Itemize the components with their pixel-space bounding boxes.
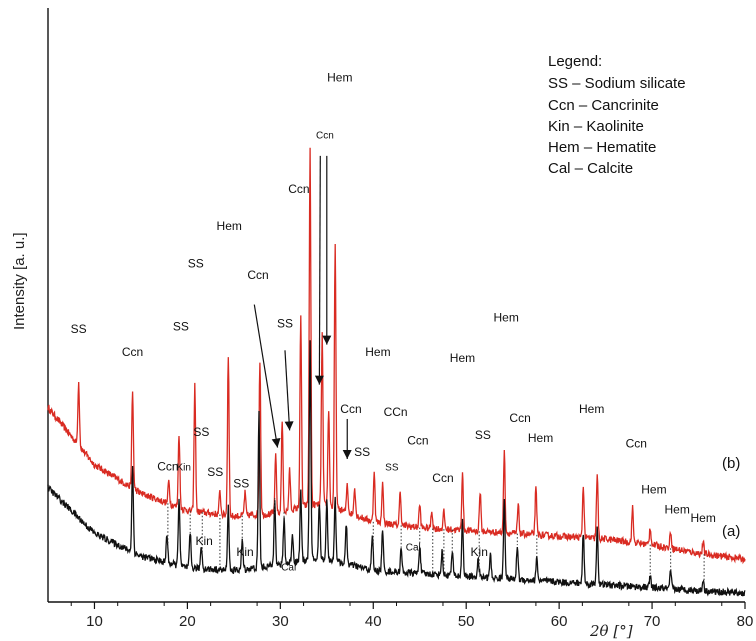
peak-label: Hem	[641, 482, 666, 496]
peak-label: Ccn	[157, 459, 178, 473]
peak-arrow-head	[314, 375, 324, 385]
plot-area: 10 20 30 40 50 60 70 80	[47, 8, 754, 630]
peak-label: SS	[385, 462, 399, 473]
series-a-line	[47, 340, 746, 597]
x-tick-label-60: 60	[551, 613, 568, 630]
peak-label: Hem	[327, 70, 352, 84]
peak-arrow-head	[271, 438, 281, 448]
peak-label: Hem	[450, 351, 475, 365]
curve-label-a: (a)	[722, 523, 740, 540]
x-tick-label-80: 80	[737, 613, 754, 630]
peak-arrow-line	[318, 155, 321, 385]
series-b-line	[47, 147, 746, 565]
peak-label: SS	[193, 425, 209, 439]
x-tick-label-70: 70	[644, 613, 661, 630]
peak-label: Hem	[365, 345, 390, 359]
peak-label: Ccn	[122, 345, 143, 359]
x-tick-label-30: 30	[272, 613, 289, 630]
peak-arrow-head	[322, 335, 332, 345]
peak-label: Hem	[493, 311, 518, 325]
peak-label: Hem	[664, 502, 689, 516]
peak-label: Ccn	[247, 268, 268, 282]
peak-label: Ccn	[340, 402, 361, 416]
peak-label: Ccn	[626, 437, 647, 451]
legend-entry-ccn: Ccn – Cancrinite	[548, 97, 659, 114]
y-axis-label: Intensity [a. u.]	[11, 232, 28, 330]
peak-label: SS	[207, 465, 223, 479]
peak-label: SS	[173, 319, 189, 333]
peak-label: CCn	[384, 405, 408, 419]
peak-label: Kin	[195, 534, 212, 548]
legend-box: Legend: SS – Sodium silicate Ccn – Cancr…	[548, 53, 686, 177]
legend-title: Legend:	[548, 53, 602, 70]
peak-arrow-head	[284, 421, 294, 431]
legend-entry-kin: Kin – Kaolinite	[548, 118, 644, 135]
peak-label: Cal	[406, 543, 421, 554]
peak-label: SS	[188, 256, 204, 270]
peak-label: Ccn	[407, 434, 428, 448]
peak-arrow-head	[342, 450, 352, 459]
peak-label: SS	[277, 316, 293, 330]
peak-label: Hem	[691, 511, 716, 525]
peak-label: SS	[71, 322, 87, 336]
peak-label: Kin	[176, 462, 190, 473]
peak-arrow-line	[253, 304, 279, 448]
peak-label: Kin	[471, 545, 488, 559]
peak-label: Ccn	[509, 411, 530, 425]
peak-label: Hem	[579, 402, 604, 416]
peak-label: Hem	[217, 219, 242, 233]
peak-label: Cal	[281, 563, 296, 574]
legend-entry-hem: Hem – Hematite	[548, 139, 656, 156]
peak-label: Hem	[298, 0, 323, 2]
peak-label: SS	[233, 477, 249, 491]
legend-entry-cal: Cal – Calcite	[548, 160, 633, 177]
x-tick-label-20: 20	[179, 613, 196, 630]
peak-annotations: SSCcnCcnKinSSSSSSSSKinHemSSKinCcnSSCalCc…	[71, 0, 716, 574]
legend-entry-ss: SS – Sodium silicate	[548, 75, 686, 92]
peak-label: Ccn	[316, 131, 334, 142]
curve-label-b: (b)	[722, 455, 740, 472]
x-tick-label-50: 50	[458, 613, 475, 630]
peak-label: SS	[354, 445, 370, 459]
peak-label: SS	[475, 428, 491, 442]
x-axis-label: 2θ [°]	[589, 622, 633, 640]
peak-label: Hem	[528, 431, 553, 445]
x-tick-label-40: 40	[365, 613, 382, 630]
peak-label: Ccn	[288, 182, 309, 196]
x-tick-label-10: 10	[86, 613, 103, 630]
peak-label: Ccn	[432, 471, 453, 485]
peak-arrow-line	[284, 350, 291, 431]
peak-label: Kin	[236, 545, 253, 559]
